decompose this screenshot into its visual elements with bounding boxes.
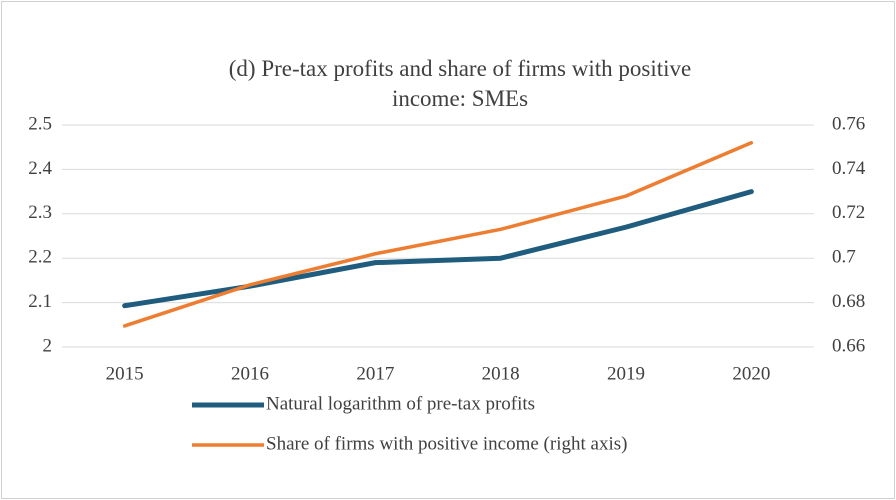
y2-tick-label: 0.74 [832,158,866,179]
y2-tick-label: 0.68 [832,291,865,312]
y2-tick-label: 0.72 [832,202,865,223]
y-tick-label: 2.1 [28,291,52,312]
y-tick-label: 2.4 [28,158,52,179]
y-tick-label: 2.3 [28,202,52,223]
series-line [122,189,754,309]
y2-tick-label: 0.76 [832,113,865,134]
series-line [122,141,754,328]
x-tick-label: 2016 [231,363,269,384]
y-tick-label: 2.5 [28,113,52,134]
y-tick-label: 2.2 [28,247,52,268]
x-tick-label: 2019 [607,363,645,384]
y2-tick-label: 0.7 [832,247,856,268]
y2-tick-label: 0.66 [832,335,865,356]
legend-label: Natural logarithm of pre-tax profits [266,393,535,414]
legend-label: Share of firms with positive income (rig… [266,433,627,454]
chart-title: (d) Pre-tax profits and share of firms w… [228,56,692,111]
x-tick-label: 2018 [482,363,520,384]
x-tick-label: 2017 [356,363,394,384]
y-tick-label: 2 [43,335,53,356]
x-tick-label: 2020 [732,363,770,384]
x-tick-label: 2015 [106,363,144,384]
